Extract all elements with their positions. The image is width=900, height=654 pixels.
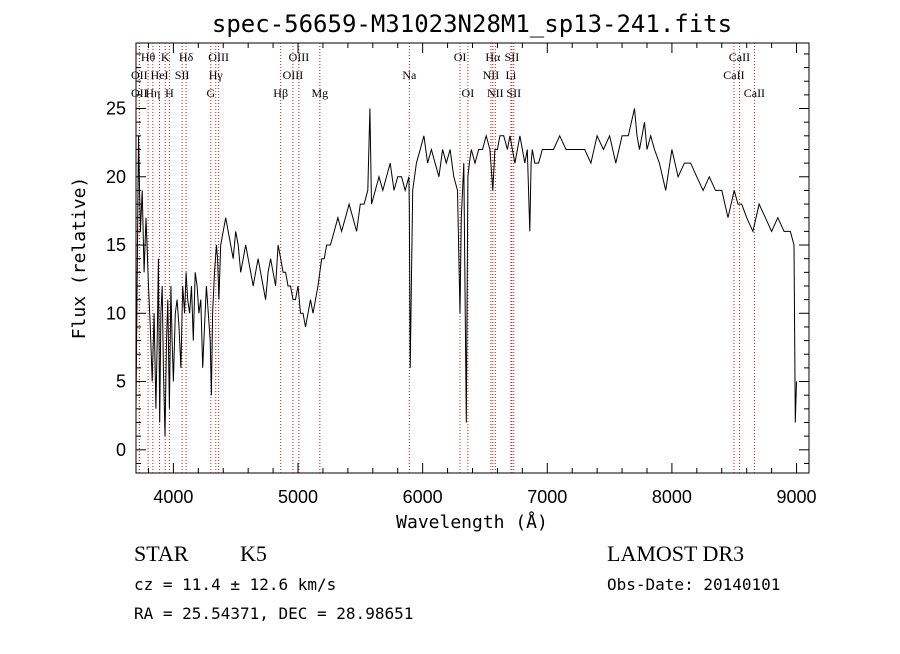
x-axis-label: Wavelength (Å) — [396, 511, 548, 533]
y-axis-ticks: 0 5 10 15 20 25 — [106, 53, 809, 464]
line-label-16: Na — [402, 68, 417, 82]
line-label-25: CaII — [723, 68, 744, 82]
line-label-19: NII — [483, 68, 500, 82]
line-label-2: OII — [131, 68, 148, 82]
spectral-line-markers — [138, 43, 755, 473]
y-tick-label-5: 25 — [106, 99, 126, 119]
line-label-15: Mg — [311, 86, 328, 100]
line-label-0: OII — [131, 86, 148, 100]
line-label-11: OIII — [208, 50, 229, 64]
object-subclass: K5 — [240, 541, 267, 566]
line-label-18: OI — [462, 86, 475, 100]
redshift-readout: cz = 11.4 ± 12.6 km/s — [134, 575, 336, 594]
radec-readout: RA = 25.54371, DEC = 28.98651 — [134, 604, 413, 623]
x-tick-label-0: 4000 — [153, 487, 193, 507]
line-label-22: SII — [505, 50, 520, 64]
line-label-5: K — [161, 50, 170, 64]
line-label-7: SII — [175, 68, 190, 82]
line-label-23: Li — [506, 68, 517, 82]
y-tick-label-1: 5 — [116, 372, 126, 392]
x-tick-label-2: 6000 — [403, 487, 443, 507]
y-tick-label-0: 0 — [116, 440, 126, 460]
spectral-line-labels: OIIHθOIIHηHeIKHSIIHδGHγOIIIHβOIIIOIIIMgN… — [131, 50, 765, 100]
line-label-12: Hβ — [273, 86, 288, 100]
line-label-13: OIII — [283, 68, 304, 82]
y-tick-label-4: 20 — [106, 167, 126, 187]
x-tick-label-4: 8000 — [652, 487, 692, 507]
spectrum-line — [135, 108, 797, 437]
x-tick-label-3: 7000 — [527, 487, 567, 507]
info-block: STAR K5 cz = 11.4 ± 12.6 km/s RA = 25.54… — [134, 541, 780, 623]
line-label-3: Hη — [145, 86, 160, 100]
line-label-26: CaII — [729, 50, 750, 64]
obs-date: Obs-Date: 20140101 — [607, 575, 780, 594]
line-label-9: G — [206, 86, 215, 100]
x-tick-label-5: 9000 — [777, 487, 817, 507]
y-tick-label-2: 10 — [106, 303, 126, 323]
line-label-20: Hα — [485, 50, 501, 64]
object-class: STAR — [134, 541, 189, 566]
y-tick-label-3: 15 — [106, 235, 126, 255]
line-label-14: OIII — [289, 50, 310, 64]
line-label-6: H — [165, 86, 174, 100]
plot-frame — [135, 42, 810, 474]
survey-label: LAMOST DR3 — [607, 541, 744, 566]
line-label-21: NII — [487, 86, 504, 100]
y-axis-label: Flux (relative) — [69, 177, 90, 340]
line-label-17: OI — [454, 50, 467, 64]
line-label-10: Hγ — [209, 68, 224, 82]
line-label-4: HeI — [151, 68, 169, 82]
chart-title: spec-56659-M31023N28M1_sp13-241.fits — [212, 10, 732, 38]
plot-area: OIIHθOIIHηHeIKHSIIHδGHγOIIIHβOIIIOIIIMgN… — [106, 42, 817, 507]
line-label-24: SII — [506, 86, 521, 100]
x-tick-label-1: 5000 — [278, 487, 318, 507]
line-label-27: CaII — [744, 86, 765, 100]
x-axis-ticks: 4000 5000 6000 7000 8000 9000 — [147, 43, 817, 507]
line-label-8: Hδ — [179, 50, 194, 64]
line-label-1: Hθ — [141, 50, 156, 64]
